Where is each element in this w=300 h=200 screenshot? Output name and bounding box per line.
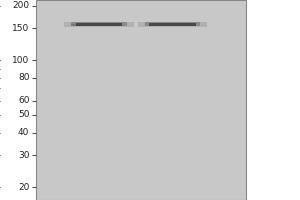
Bar xyxy=(71,22,127,26)
Text: 40: 40 xyxy=(18,128,29,137)
Bar xyxy=(138,22,207,27)
Text: 60: 60 xyxy=(18,96,29,105)
Text: 30: 30 xyxy=(18,151,29,160)
Bar xyxy=(71,24,78,26)
Text: 150: 150 xyxy=(12,24,29,33)
Text: 80: 80 xyxy=(18,73,29,82)
Text: 20: 20 xyxy=(18,183,29,192)
Bar xyxy=(76,23,122,26)
Text: 50: 50 xyxy=(18,110,29,119)
Text: 100: 100 xyxy=(12,56,29,65)
Bar xyxy=(149,23,196,26)
Bar xyxy=(64,22,134,27)
Bar xyxy=(145,22,200,26)
Text: 200: 200 xyxy=(12,1,29,10)
Bar xyxy=(36,0,246,200)
